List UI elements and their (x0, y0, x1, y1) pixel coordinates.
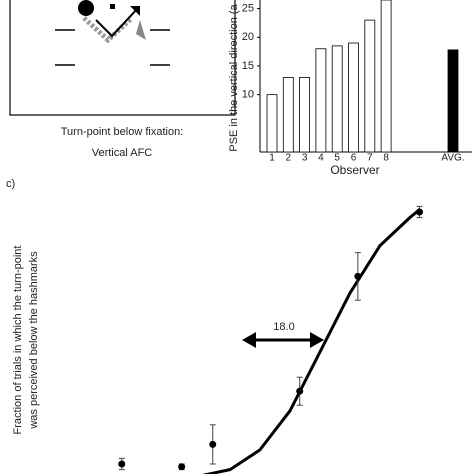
target-square (110, 4, 115, 9)
x-tick-label: 2 (286, 153, 292, 164)
caption: Turn-point below fixation: (61, 126, 184, 138)
arrow-head (130, 6, 140, 16)
bar (299, 77, 311, 153)
arrow-head-gray (136, 20, 146, 40)
x-tick-label: 1 (269, 153, 275, 164)
panel-label: c) (6, 178, 15, 190)
fixation-dot (78, 0, 94, 16)
annotation: 18.0 (273, 321, 294, 333)
x-tick-label: 3 (302, 153, 308, 164)
data-point (296, 387, 304, 395)
bar (315, 48, 327, 153)
x-tick-label: 7 (367, 153, 373, 164)
motion-path (82, 16, 134, 44)
diagram-frame (9, 0, 236, 116)
bar (380, 0, 392, 153)
bar (364, 19, 376, 153)
data-point (354, 272, 362, 280)
x-tick-label: 8 (383, 153, 389, 164)
stimulus-diagram (9, 0, 236, 116)
y-axis-label: Fraction of trials in which the turn-poi… (12, 246, 24, 435)
x-tick-label: 6 (351, 153, 357, 164)
y-axis-label: was perceived below the hashmarks (28, 251, 40, 430)
y-axis-label: PSE in the vertical direction (a (228, 3, 240, 151)
data-point (118, 460, 126, 468)
bar (266, 94, 278, 153)
data-point (416, 208, 424, 216)
x-tick-label: 5 (334, 153, 340, 164)
bar (447, 49, 459, 153)
x-tick-label: AVG. (441, 153, 464, 164)
bar (348, 42, 359, 153)
bar (331, 45, 343, 153)
x-tick-label: 4 (318, 153, 324, 164)
data-point (178, 463, 186, 471)
motion-arrow (95, 7, 139, 38)
data-point (209, 440, 217, 448)
caption: Vertical AFC (92, 147, 153, 159)
y-tick-label: 20 (242, 31, 254, 43)
x-axis-label: Observer (330, 163, 379, 177)
y-tick-label: 25 (242, 3, 254, 15)
y-tick-label: 10 (242, 89, 254, 101)
y-tick-label: 15 (242, 60, 254, 72)
fit-curve (201, 208, 421, 474)
bar (282, 77, 294, 153)
